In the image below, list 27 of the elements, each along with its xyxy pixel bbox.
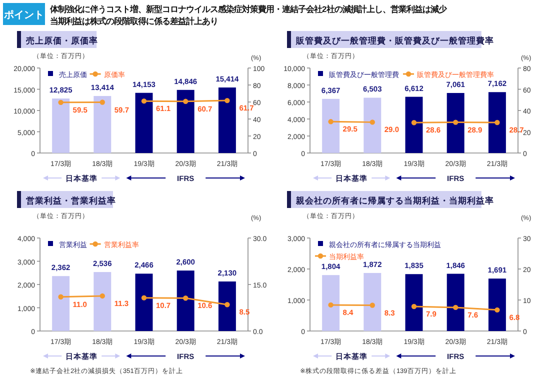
bar	[218, 281, 236, 331]
chart-title: 売上原価・原価率	[26, 36, 98, 46]
point	[100, 293, 105, 299]
bar	[322, 98, 340, 153]
bar	[135, 92, 153, 153]
point	[141, 295, 147, 300]
bar	[94, 272, 112, 331]
bar	[52, 276, 70, 331]
text: 当期利益は株式の段階取得に係る差益計上あり	[50, 16, 218, 26]
bar	[52, 98, 70, 153]
chart-title: 親会社の所有者に帰属する当期利益・当期利益率	[295, 196, 494, 206]
bar	[176, 90, 194, 153]
bar	[176, 270, 194, 331]
bar	[405, 96, 423, 153]
chart-title: 販管費及び一般管理費・販管費及び一般管理費率	[295, 36, 494, 46]
bar	[94, 96, 112, 153]
point	[58, 294, 64, 300]
text: ポイント	[3, 10, 44, 21]
point	[183, 296, 188, 301]
bar	[364, 98, 382, 153]
bar	[135, 274, 153, 331]
bar	[446, 92, 464, 153]
text: 体制強化に伴うコスト増、新型コロナウイルス感染症対策費用・連結子会社2社の減損計上し、営業利益は減少	[49, 4, 448, 14]
chart-title: 営業利益・営業利益率	[26, 196, 116, 206]
bar	[488, 92, 506, 153]
bar	[218, 87, 236, 153]
point	[224, 302, 230, 308]
